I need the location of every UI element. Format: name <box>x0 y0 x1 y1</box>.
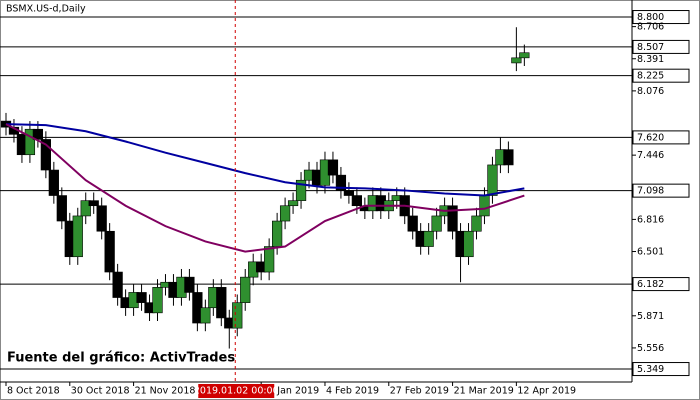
candle-body <box>423 230 434 247</box>
moving-average <box>5 123 525 197</box>
y-tick-label: 6.182 <box>637 279 664 290</box>
candle-body <box>343 190 355 196</box>
price-box <box>632 68 690 83</box>
candle-body <box>136 292 147 303</box>
y-tick-label: 8.076 <box>637 86 664 97</box>
candle-body <box>327 159 339 176</box>
candle-body <box>511 57 522 64</box>
candle-body <box>48 169 59 196</box>
candle-body <box>351 195 362 207</box>
candle-body <box>431 215 442 232</box>
candle-body <box>96 205 107 232</box>
price-box <box>632 10 690 25</box>
y-tick-label: 7.620 <box>637 132 664 143</box>
y-tick-label: 6.816 <box>637 214 664 225</box>
y-tick-label: 6.501 <box>637 247 664 258</box>
y-tick-label: 8.391 <box>637 54 664 65</box>
candle-body <box>407 215 418 232</box>
y-tick-label: 5.349 <box>637 364 664 375</box>
price-box <box>632 39 690 54</box>
candle-body <box>295 179 307 201</box>
candle-body <box>24 128 36 156</box>
candle-body <box>463 230 474 258</box>
price-box <box>632 130 690 145</box>
candle-body <box>487 164 498 196</box>
candle-body <box>40 139 51 171</box>
candle-body <box>56 195 67 222</box>
candle-body <box>519 52 530 59</box>
candle-body <box>287 200 299 207</box>
x-tick-label: 14 Jan 2019 <box>262 386 319 397</box>
y-tick-label: 7.446 <box>637 150 664 161</box>
candle-body <box>104 230 115 273</box>
y-tick-label: 8.225 <box>637 71 664 82</box>
y-tick-label: 8.507 <box>637 42 664 53</box>
candle-body <box>479 195 490 217</box>
cursor-box <box>198 384 275 398</box>
y-tick-label: 7.098 <box>637 186 664 197</box>
candle-body <box>272 220 283 247</box>
candle-body <box>447 205 458 232</box>
candle-body <box>216 287 227 319</box>
price-box <box>632 277 690 292</box>
candle-body <box>80 200 91 217</box>
y-tick-label: 5.556 <box>637 343 664 354</box>
x-tick-label: 27 Feb 2019 <box>390 386 449 397</box>
candle-body <box>279 205 291 222</box>
moving-average <box>5 123 525 253</box>
chart-title: BSMX.US-d,Daily <box>6 4 86 15</box>
candle-body <box>503 149 514 166</box>
cursor-label: 2019.01.02 00:00 <box>194 386 279 397</box>
x-tick-label: 4 Feb 2019 <box>326 386 379 397</box>
y-tick-label: 8.706 <box>637 22 664 33</box>
candle-body <box>232 302 243 329</box>
x-tick-label: 21 Nov 2018 <box>135 386 196 397</box>
x-tick-label: 21 Mar 2019 <box>454 386 514 397</box>
candle-body <box>72 215 83 258</box>
y-tick-label: 5.871 <box>637 311 664 322</box>
price-box <box>632 362 690 377</box>
x-tick-label: 12 Apr 2019 <box>517 386 576 397</box>
candle-body <box>264 246 275 273</box>
x-tick-label: 8 Oct 2018 <box>7 386 60 397</box>
candle-body <box>471 215 482 232</box>
candle-body <box>335 174 347 191</box>
candle-body <box>112 271 123 298</box>
watermark: Fuente del gráfico: ActivTrades <box>7 351 235 366</box>
candle-body <box>88 200 99 207</box>
candle-body <box>200 307 211 324</box>
x-tick-label: 30 Oct 2018 <box>71 386 130 397</box>
price-box <box>632 183 690 198</box>
y-tick-label: 8.800 <box>637 12 664 23</box>
candle-body <box>240 276 251 303</box>
candle-body <box>152 287 163 314</box>
candle-body <box>184 276 195 293</box>
